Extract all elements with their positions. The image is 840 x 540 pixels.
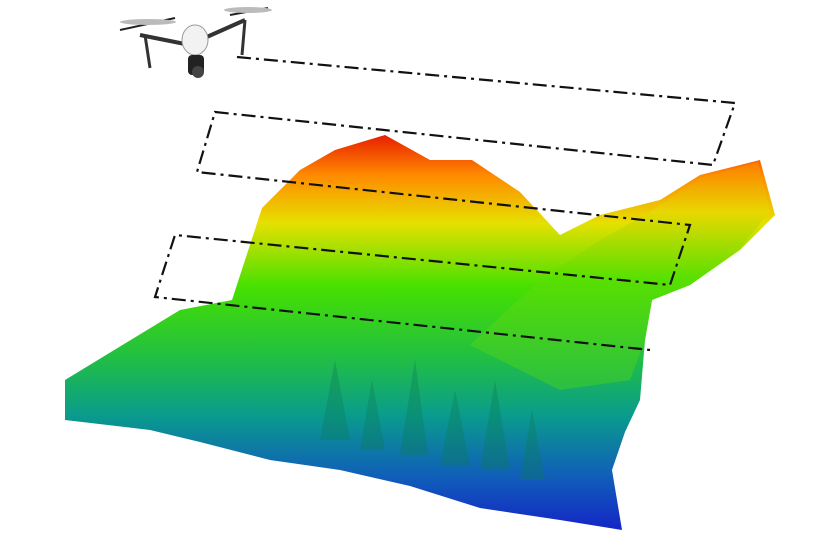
forest-texture	[320, 360, 545, 480]
flight-strip	[153, 55, 737, 352]
point-cloud-terrain	[65, 135, 775, 530]
ridge	[470, 162, 770, 390]
drone	[119, 7, 272, 78]
